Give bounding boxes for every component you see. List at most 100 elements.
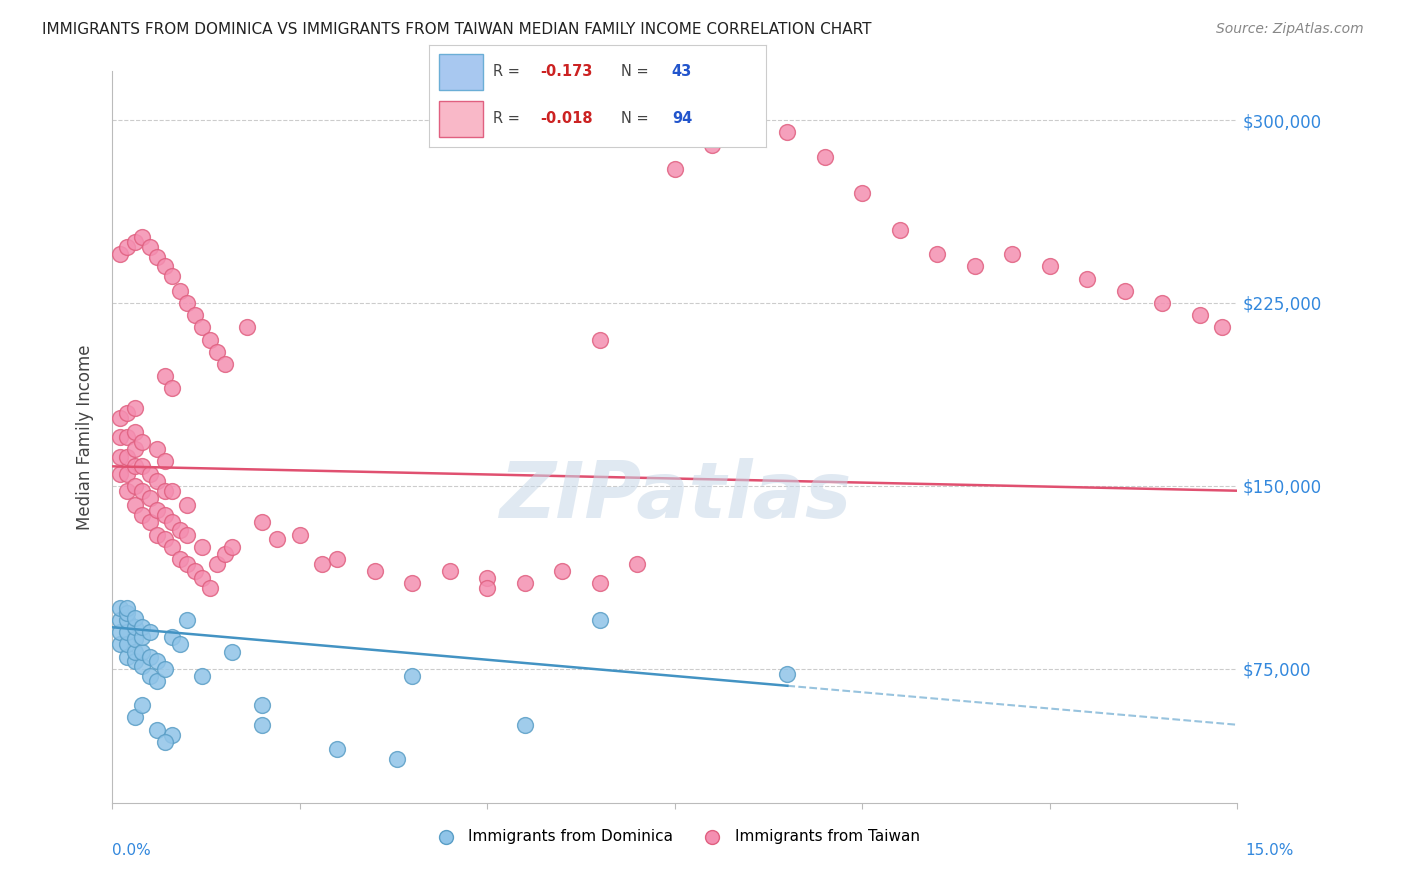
Point xyxy=(146,474,169,488)
Point xyxy=(153,533,176,547)
Point xyxy=(153,483,176,498)
Point xyxy=(266,533,288,547)
Text: -0.173: -0.173 xyxy=(540,64,592,79)
Point xyxy=(146,527,169,541)
Point xyxy=(162,483,184,498)
Point xyxy=(738,113,761,128)
Point xyxy=(124,425,146,440)
Point xyxy=(117,613,139,627)
Point xyxy=(191,572,214,586)
Point xyxy=(207,344,229,359)
Point xyxy=(513,718,536,732)
Point xyxy=(124,645,146,659)
Point xyxy=(117,637,139,651)
Point xyxy=(252,698,274,713)
Text: R =: R = xyxy=(494,112,524,127)
Point xyxy=(664,161,686,176)
Point xyxy=(439,564,461,578)
Point xyxy=(108,637,131,651)
Point xyxy=(117,406,139,420)
Point xyxy=(146,654,169,668)
Point xyxy=(198,333,221,347)
Point xyxy=(1076,271,1098,285)
Point xyxy=(364,564,387,578)
Text: 0.0%: 0.0% xyxy=(112,843,152,858)
Text: 15.0%: 15.0% xyxy=(1246,843,1294,858)
Point xyxy=(117,450,139,464)
Point xyxy=(169,637,191,651)
Point xyxy=(117,467,139,481)
Text: R =: R = xyxy=(494,64,524,79)
Point xyxy=(124,710,146,724)
Point xyxy=(108,625,131,640)
Point xyxy=(139,669,162,683)
Point xyxy=(153,662,176,676)
Point xyxy=(176,499,198,513)
Point xyxy=(131,620,153,634)
Point xyxy=(851,186,873,201)
Point xyxy=(176,527,198,541)
Point xyxy=(236,320,259,334)
Point xyxy=(169,552,191,566)
Point xyxy=(124,499,146,513)
Point xyxy=(108,613,131,627)
Point xyxy=(191,669,214,683)
Bar xyxy=(439,54,482,90)
Point xyxy=(184,308,207,322)
Point xyxy=(131,659,153,673)
Point xyxy=(139,240,162,254)
Point xyxy=(221,645,243,659)
Point xyxy=(176,557,198,571)
Point xyxy=(139,516,162,530)
Point xyxy=(139,625,162,640)
Point xyxy=(176,296,198,310)
Text: N =: N = xyxy=(621,112,654,127)
Point xyxy=(326,552,349,566)
Point xyxy=(124,632,146,647)
Point xyxy=(477,572,499,586)
Point xyxy=(1188,308,1211,322)
Point xyxy=(626,557,648,571)
Point xyxy=(108,467,131,481)
Point xyxy=(198,581,221,595)
Point xyxy=(214,547,236,561)
Point xyxy=(117,606,139,620)
Point xyxy=(124,479,146,493)
Point xyxy=(108,600,131,615)
Point xyxy=(117,483,139,498)
Point xyxy=(1211,320,1233,334)
Point xyxy=(162,727,184,741)
Point xyxy=(131,630,153,644)
Text: IMMIGRANTS FROM DOMINICA VS IMMIGRANTS FROM TAIWAN MEDIAN FAMILY INCOME CORRELAT: IMMIGRANTS FROM DOMINICA VS IMMIGRANTS F… xyxy=(42,22,872,37)
Point xyxy=(124,442,146,457)
Point xyxy=(124,654,146,668)
Point xyxy=(131,483,153,498)
Point xyxy=(589,613,612,627)
Point xyxy=(131,459,153,474)
Point xyxy=(326,742,349,756)
Point xyxy=(162,269,184,284)
Text: Source: ZipAtlas.com: Source: ZipAtlas.com xyxy=(1216,22,1364,37)
Point xyxy=(1114,284,1136,298)
Point xyxy=(184,564,207,578)
Point xyxy=(146,723,169,737)
Point xyxy=(176,613,198,627)
Point xyxy=(117,649,139,664)
Point xyxy=(288,527,311,541)
Point xyxy=(153,454,176,468)
Point xyxy=(191,320,214,334)
Point xyxy=(221,540,243,554)
Y-axis label: Median Family Income: Median Family Income xyxy=(76,344,94,530)
Point xyxy=(146,673,169,688)
Point xyxy=(146,442,169,457)
Point xyxy=(162,540,184,554)
Point xyxy=(1039,260,1062,274)
Point xyxy=(131,230,153,244)
Point xyxy=(131,698,153,713)
Text: ZIPatlas: ZIPatlas xyxy=(499,458,851,533)
Point xyxy=(1001,247,1024,261)
Bar xyxy=(439,101,482,137)
Point xyxy=(108,410,131,425)
Point xyxy=(153,260,176,274)
Point xyxy=(963,260,986,274)
